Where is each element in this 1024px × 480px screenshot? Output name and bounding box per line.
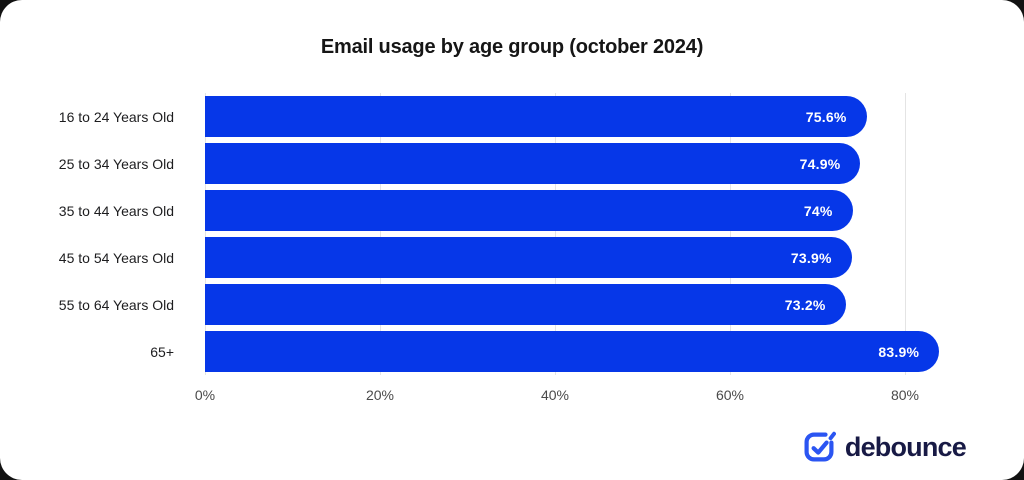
grid-layer [205, 93, 975, 375]
bar-row: 65+ 83.9% [0, 328, 1024, 375]
bar-45-to-54-years-old: 73.9% [205, 237, 852, 278]
x-axis-tick-label: 20% [365, 387, 395, 403]
category-label: 65+ [150, 343, 174, 360]
bar-25-to-34-years-old: 74.9% [205, 143, 861, 184]
bar-row: 35 to 44 Years Old 74% [0, 187, 1024, 234]
bar-rows: 16 to 24 Years Old 75.6% 25 to 34 Years Ol… [0, 93, 1024, 375]
bar-value-label: 73.9% [790, 249, 832, 266]
bar-55-to-64-years-old: 73.2% [205, 284, 846, 325]
bar-row: 16 to 24 Years Old 75.6% [0, 93, 1024, 140]
category-label: 55 to 64 Years Old [58, 296, 174, 313]
bar-row: 45 to 54 Years Old 73.9% [0, 234, 1024, 281]
x-axis-tick-label: 0% [194, 387, 216, 403]
gridline-20% [380, 93, 381, 375]
bar-value-label: 74.9% [799, 155, 841, 172]
chart-title: Email usage by age group (october 2024) [320, 36, 704, 58]
bar-row: 55 to 64 Years Old 73.2% [0, 281, 1024, 328]
bar-65+: 83.9% [205, 331, 940, 372]
x-axis-tick-label: 40% [540, 387, 570, 403]
x-axis-tick-label: 80% [890, 387, 920, 403]
x-axis-tick-label: 60% [715, 387, 745, 403]
bar-row: 25 to 34 Years Old 74.9% [0, 140, 1024, 187]
gridline-60% [730, 93, 731, 375]
bar-value-label: 74% [803, 202, 833, 219]
category-label: 45 to 54 Years Old [58, 249, 174, 266]
bar-chart: 16 to 24 Years Old 75.6% 25 to 34 Years Ol… [0, 93, 1024, 413]
bar-35-to-44-years-old: 74% [205, 190, 853, 231]
debounce-logo: debounce [802, 430, 967, 464]
category-label: 35 to 44 Years Old [58, 202, 174, 219]
gridline-40% [555, 93, 556, 375]
gridline-80% [905, 93, 906, 375]
bar-value-label: 83.9% [878, 343, 920, 360]
logo-wordmark: debounce [844, 431, 967, 462]
category-label: 25 to 34 Years Old [58, 155, 174, 172]
bar-16-to-24-years-old: 75.6% [205, 96, 867, 137]
category-label: 16 to 24 Years Old [58, 108, 174, 125]
gridline-0% [205, 93, 206, 375]
bar-value-label: 73.2% [784, 296, 826, 313]
bar-value-label: 75.6% [805, 108, 847, 125]
checkbox-check-icon [802, 430, 836, 464]
